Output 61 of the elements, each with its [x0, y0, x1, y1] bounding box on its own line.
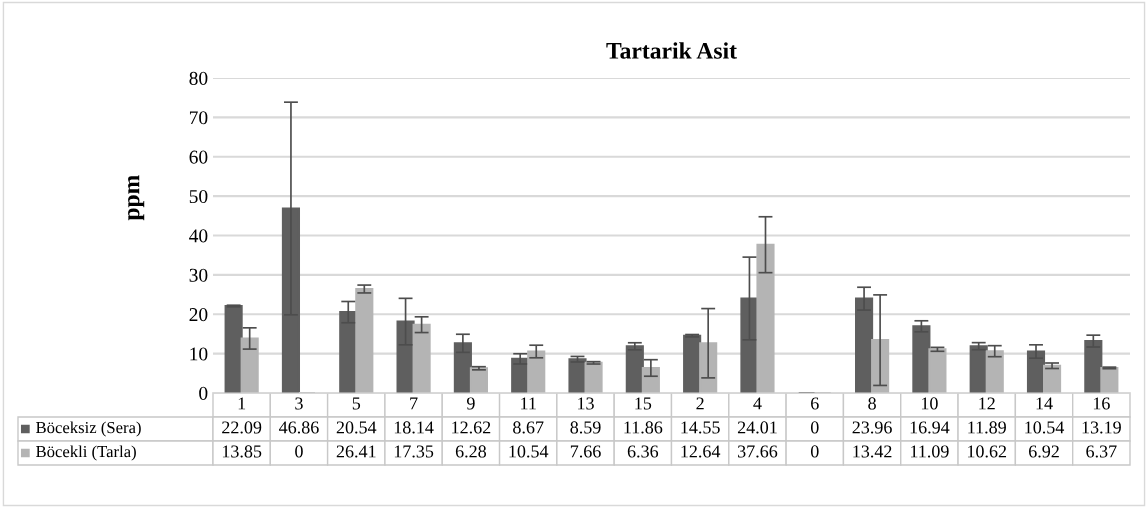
x-tick-label: 1	[238, 397, 246, 410]
x-tick-label: 4	[753, 397, 762, 410]
data-label: 11.89	[968, 421, 1006, 434]
data-label: 20.54	[336, 421, 377, 434]
data-label: 10.54	[1025, 421, 1065, 434]
x-tick-label: 8	[868, 397, 876, 410]
data-label: 17.35	[394, 445, 434, 458]
data-label: 10.62	[967, 445, 1007, 458]
y-tick-label: 0	[199, 386, 208, 400]
x-tick-label: 5	[352, 397, 361, 410]
y-axis-title: ppm	[128, 175, 145, 221]
data-label: 0	[295, 445, 303, 458]
y-tick-label: 30	[189, 268, 208, 282]
data-label: 18.14	[394, 421, 434, 434]
data-label: 0	[810, 445, 819, 458]
x-tick-label: 16	[1093, 397, 1110, 410]
y-tick-label: 10	[190, 347, 208, 361]
x-tick-label: 3	[295, 397, 303, 410]
chart-title: Tartarik Asit	[606, 42, 737, 59]
y-tick-label: 70	[189, 111, 208, 125]
data-label: 14.55	[681, 421, 720, 434]
data-label: 6.37	[1086, 445, 1117, 458]
data-label: 24.01	[737, 421, 777, 434]
data-label: 13.19	[1082, 421, 1121, 434]
y-tick-label: 40	[189, 229, 208, 243]
data-label: 37.66	[738, 445, 778, 458]
x-tick-label: 12	[979, 397, 995, 410]
data-label: 6.28	[455, 445, 487, 458]
x-tick-label: 11	[521, 397, 536, 410]
data-label: 22.09	[222, 421, 262, 434]
data-label: 7.66	[570, 445, 601, 458]
y-tick-label: 20	[189, 308, 208, 322]
data-label: 16.94	[910, 421, 950, 434]
y-tick-label: 50	[189, 189, 208, 204]
y-tick-label: 80	[189, 71, 208, 85]
x-tick-label: 9	[466, 397, 475, 410]
x-tick-label: 15	[635, 397, 652, 410]
data-label: 12.64	[681, 445, 721, 458]
data-label: 10.54	[509, 445, 549, 458]
x-tick-label: 2	[696, 397, 704, 410]
x-tick-label: 6	[811, 397, 819, 410]
legend-label: Böcekli (Tarla)	[36, 445, 136, 461]
data-label: 46.86	[279, 421, 319, 434]
data-label: 8.59	[570, 421, 601, 434]
x-tick-label: 14	[1036, 397, 1053, 410]
x-tick-label: 7	[410, 397, 418, 410]
x-tick-label: 10	[921, 397, 938, 410]
data-label: 26.41	[336, 445, 376, 458]
data-label: 11.09	[911, 445, 949, 458]
data-label: 8.67	[513, 421, 544, 434]
legend-label: Böceksiz (Sera)	[36, 421, 141, 437]
data-label: 23.96	[852, 421, 892, 434]
data-label: 13.85	[222, 445, 262, 458]
data-label: 6.36	[627, 445, 659, 458]
data-label: 0	[810, 421, 819, 434]
data-label: 11.86	[624, 421, 663, 434]
data-label: 12.62	[452, 421, 491, 434]
data-label: 13.42	[853, 445, 892, 458]
y-tick-label: 60	[189, 150, 208, 164]
data-label: 6.92	[1029, 445, 1059, 458]
x-tick-label: 13	[578, 397, 594, 410]
